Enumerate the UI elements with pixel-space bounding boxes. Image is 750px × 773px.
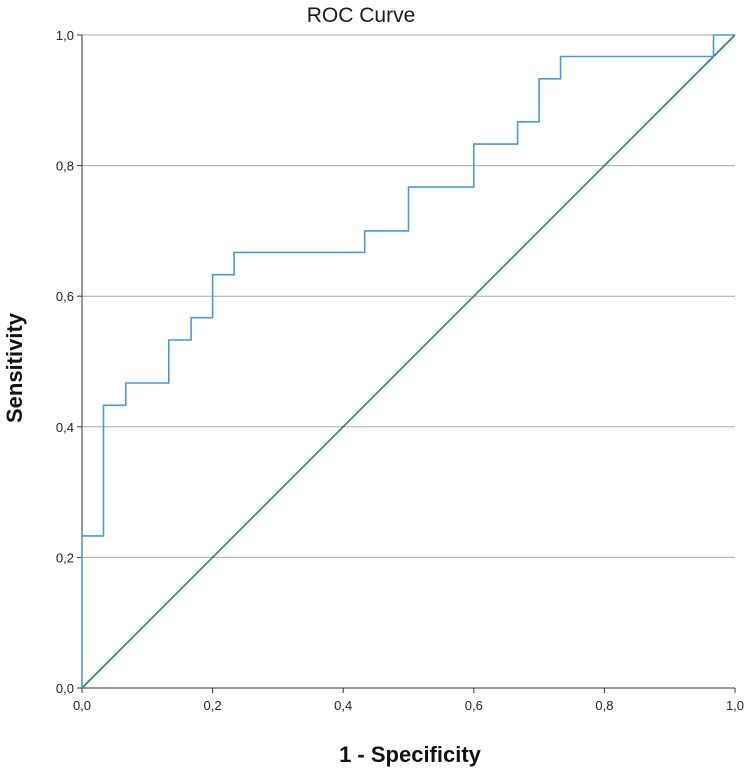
x-tick-label-5: 1,0 — [726, 698, 744, 713]
roc-curve-line — [81, 34, 735, 688]
y-tick-label-0: 0,0 — [56, 681, 74, 696]
tick-label-layer: 0,0 0,2 0,4 0,6 0,8 1,0 0,0 0,2 0,4 0,6 0,8 1,0 — [56, 28, 744, 713]
x-tick-label-1: 0,2 — [204, 698, 222, 713]
series-layer — [81, 34, 736, 689]
x-tick-label-2: 0,4 — [334, 698, 352, 713]
y-tick-label-2: 0,4 — [56, 420, 74, 435]
grid-layer — [82, 34, 735, 558]
x-tick-label-3: 0,6 — [465, 698, 483, 713]
y-tick-label-4: 0,8 — [56, 159, 74, 174]
x-tick-label-0: 0,0 — [73, 698, 91, 713]
x-tick-label-4: 0,8 — [595, 698, 613, 713]
y-tick-label-1: 0,2 — [56, 550, 74, 565]
y-tick-label-5: 1,0 — [56, 28, 74, 43]
y-tick-label-3: 0,6 — [56, 289, 74, 304]
y-axis-label: Sensitivity — [2, 312, 27, 423]
x-axis-label: 1 - Specificity — [339, 742, 482, 767]
reference-diagonal-line — [81, 34, 736, 689]
chart-title: ROC Curve — [307, 4, 416, 27]
